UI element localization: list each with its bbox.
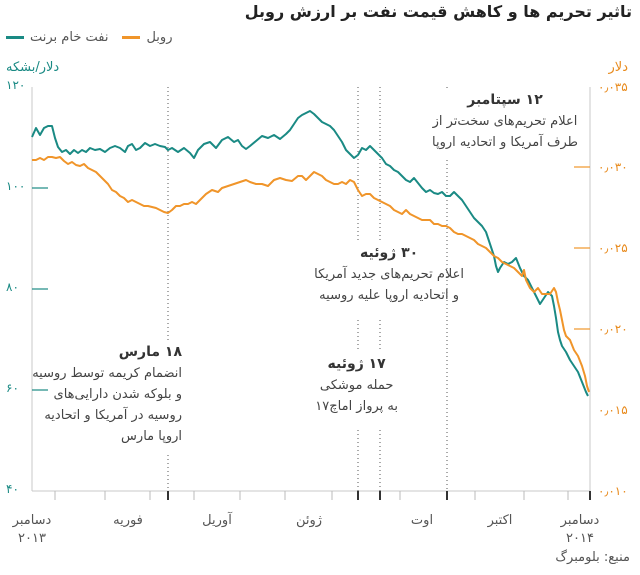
legend-label-brent: نفت خام برنت [30, 30, 109, 45]
x-tick-dec-2014: دسامبر ۲۰۱۴ [561, 512, 600, 548]
right-tick-0025: ۰٫۰۲۵ [598, 241, 628, 255]
right-tick-0020: ۰٫۰۲۰ [598, 322, 628, 336]
legend-item-ruble: روبل [122, 30, 172, 45]
annotation-line: روسیه در آمریکا و اتحادیه [44, 408, 182, 423]
x-tick-jun: ژوئن [296, 512, 322, 530]
annotation-line: به پرواز اماچ۱۷ [315, 399, 398, 414]
annotation-jul-30: ۳۰ ژوئیه اعلام تحریم‌های جدید آمریکا و ا… [314, 243, 464, 306]
annotation-heading: ۱۸ مارس [118, 344, 182, 360]
x-tick-apr: آوریل [202, 512, 232, 530]
chart-title: تاثیر تحریم ها و کاهش قیمت نفت بر ارزش ر… [244, 2, 632, 21]
legend: روبل نفت خام برنت [6, 30, 172, 45]
x-tick-feb: فوریه [113, 512, 143, 530]
legend-item-brent: نفت خام برنت [6, 30, 108, 45]
x-tick-year: ۲۰۱۳ [18, 531, 46, 546]
annotation-mar-18: ۱۸ مارس انضمام کریمه توسط روسیه و بلوکه … [32, 342, 182, 447]
annotation-line: و بلوکه شدن دارایی‌های [53, 387, 182, 402]
right-tick-0030: ۰٫۰۳۰ [598, 160, 628, 174]
x-tick-label: آوریل [202, 513, 232, 528]
x-tick-label: دسامبر [12, 513, 52, 528]
left-axis-unit: دلار/بشکه [6, 60, 60, 75]
left-tick-40: ۴۰ [6, 482, 19, 496]
annotation-line: انضمام کریمه توسط روسیه [32, 366, 182, 381]
x-tick-label: اکتبر [487, 513, 513, 528]
annotation-heading: ۳۰ ژوئیه [359, 245, 419, 261]
right-axis-unit: دلار [608, 60, 628, 75]
legend-label-ruble: روبل [146, 30, 173, 45]
annotation-line: اروپا مارس [121, 429, 182, 444]
legend-swatch-brent-icon [6, 36, 24, 39]
left-tick-120: ۱۲۰ [6, 78, 26, 92]
x-tick-label: اوت [410, 513, 434, 528]
x-tick-label: دسامبر [560, 513, 600, 528]
series-brent-line [31, 110, 589, 397]
annotation-sep-12: ۱۲ سپتامبر اعلام تحریم‌های سخت‌تر از طرف… [432, 90, 578, 153]
x-tick-dec-2013: دسامبر ۲۰۱۳ [13, 512, 52, 548]
right-tick-0035: ۰٫۰۳۵ [598, 80, 628, 94]
left-tick-100: ۱۰۰ [6, 179, 26, 193]
legend-swatch-ruble-icon [122, 36, 141, 39]
annotation-line: حمله موشکی [319, 378, 394, 393]
annotation-line: اعلام تحریم‌های سخت‌تر از [432, 114, 578, 129]
source-note: منبع: بلومبرگ [555, 550, 630, 565]
left-tick-80: ۸۰ [6, 280, 19, 294]
annotation-line: طرف آمریکا و اتحادیه اروپا [431, 135, 578, 150]
x-tick-label: فوریه [113, 513, 143, 528]
x-tick-label: ژوئن [295, 513, 323, 528]
right-tick-0015: ۰٫۰۱۵ [598, 403, 628, 417]
annotation-line: اعلام تحریم‌های جدید آمریکا [314, 267, 464, 282]
x-tick-oct: اکتبر [488, 512, 513, 530]
annotation-heading: ۱۲ سپتامبر [467, 92, 543, 108]
left-tick-60: ۶۰ [6, 381, 19, 395]
x-tick-year: ۲۰۱۴ [566, 531, 594, 546]
annotation-line: و اتحادیه اروپا علیه روسیه [319, 288, 459, 303]
annotation-jul-17: ۱۷ ژوئیه حمله موشکی به پرواز اماچ۱۷ [315, 354, 398, 417]
annotation-heading: ۱۷ ژوئیه [327, 356, 386, 372]
right-tick-0010: ۰٫۰۱۰ [598, 484, 628, 498]
x-tick-aug: اوت [411, 512, 433, 530]
series-ruble-line [32, 156, 590, 393]
